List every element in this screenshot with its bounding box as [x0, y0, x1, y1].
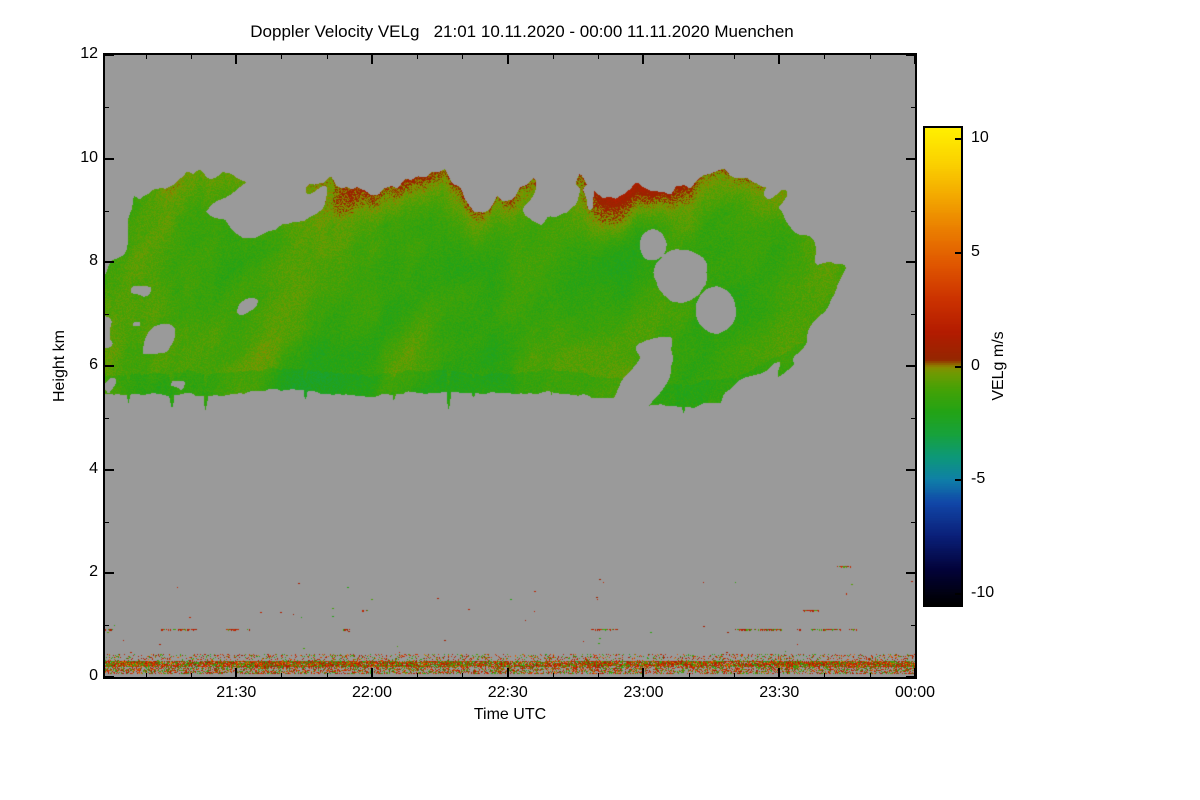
x-minor-tick [824, 673, 826, 677]
y-minor-tick [911, 314, 915, 316]
y-minor-tick [911, 210, 915, 212]
x-tick-label: 00:00 [894, 684, 936, 701]
x-minor-tick [733, 55, 735, 59]
x-minor-tick [598, 55, 600, 59]
y-tick-right [906, 365, 915, 367]
x-axis-title: Time UTC [473, 706, 547, 723]
x-minor-tick [145, 55, 147, 59]
x-minor-tick [281, 55, 283, 59]
x-tick-top [370, 55, 373, 64]
y-tick-left [105, 261, 114, 264]
x-minor-tick [462, 673, 464, 677]
x-minor-tick [326, 673, 328, 677]
x-minor-tick [326, 55, 328, 59]
x-tick-bottom [235, 668, 238, 677]
y-tick-right [906, 468, 915, 471]
x-minor-tick [552, 673, 554, 677]
y-tick-left [105, 157, 114, 160]
y-minor-tick [911, 417, 915, 419]
colorbar-tick-label: -10 [971, 583, 995, 601]
colorbar-tick-label: -5 [971, 470, 986, 488]
chart-title: Doppler Velocity VELg 21:01 10.11.2020 -… [250, 22, 794, 41]
y-minor-tick [105, 417, 109, 419]
y-minor-tick [911, 625, 915, 627]
y-tick-left [105, 468, 114, 471]
y-tick-label: 4 [89, 459, 98, 477]
x-minor-tick [462, 55, 464, 59]
plot-area [103, 53, 917, 679]
x-minor-tick [145, 673, 147, 677]
y-tick-label: 0 [89, 667, 98, 684]
y-tick-left [105, 365, 114, 367]
y-tick-right [906, 54, 915, 56]
y-tick-label: 10 [80, 148, 98, 166]
x-minor-tick [824, 55, 826, 59]
x-minor-tick [552, 55, 554, 59]
x-tick-top [506, 55, 509, 64]
x-tick-top [778, 55, 781, 64]
x-minor-tick [190, 673, 192, 677]
x-minor-tick [598, 673, 600, 677]
colorbar-tick [955, 479, 961, 482]
heatmap-canvas [105, 55, 915, 677]
y-tick-right [906, 676, 915, 678]
y-minor-tick [911, 521, 915, 523]
y-minor-tick [105, 521, 109, 523]
y-tick-right [906, 157, 915, 160]
x-tick-bottom [370, 668, 373, 677]
y-tick-left [105, 572, 114, 575]
y-tick-right [906, 572, 915, 575]
colorbar-tick [955, 592, 961, 595]
x-tick-bottom [778, 668, 781, 677]
y-tick-left [105, 676, 114, 678]
x-tick-label: 23:30 [759, 684, 800, 701]
x-tick-label: 22:30 [487, 684, 528, 701]
y-minor-tick [105, 210, 109, 212]
y-minor-tick [105, 314, 109, 316]
x-tick-label: 23:00 [623, 684, 664, 701]
colorbar-tick-label: 5 [971, 242, 980, 260]
y-tick-label: 6 [89, 356, 98, 373]
x-tick-top [642, 55, 645, 64]
y-minor-tick [105, 625, 109, 627]
x-minor-tick [733, 673, 735, 677]
colorbar-tick [955, 365, 961, 368]
x-tick-top [235, 55, 238, 64]
x-minor-tick [688, 55, 690, 59]
x-tick-label: 22:00 [351, 684, 392, 701]
y-tick-label: 2 [89, 563, 98, 581]
y-tick-right [906, 261, 915, 264]
x-minor-tick [281, 673, 283, 677]
colorbar-tick-label: 10 [971, 129, 989, 147]
x-minor-tick [417, 55, 419, 59]
x-minor-tick [869, 55, 871, 59]
x-minor-tick [190, 55, 192, 59]
y-tick-left [105, 54, 114, 56]
y-tick-label: 12 [80, 45, 98, 62]
x-tick-label: 21:30 [216, 684, 257, 701]
colorbar-tick [955, 251, 961, 254]
y-tick-label: 8 [89, 252, 98, 270]
y-minor-tick [105, 106, 109, 108]
x-minor-tick [869, 673, 871, 677]
colorbar-title: VELg m/s [990, 331, 1007, 401]
colorbar [923, 126, 963, 607]
y-minor-tick [911, 106, 915, 108]
x-tick-top [914, 55, 916, 64]
x-tick-bottom [914, 668, 916, 677]
x-tick-bottom [506, 668, 509, 677]
colorbar-tick [955, 138, 961, 141]
x-minor-tick [688, 673, 690, 677]
colorbar-tick-label: 0 [971, 356, 980, 374]
x-minor-tick [417, 673, 419, 677]
x-tick-bottom [642, 668, 645, 677]
